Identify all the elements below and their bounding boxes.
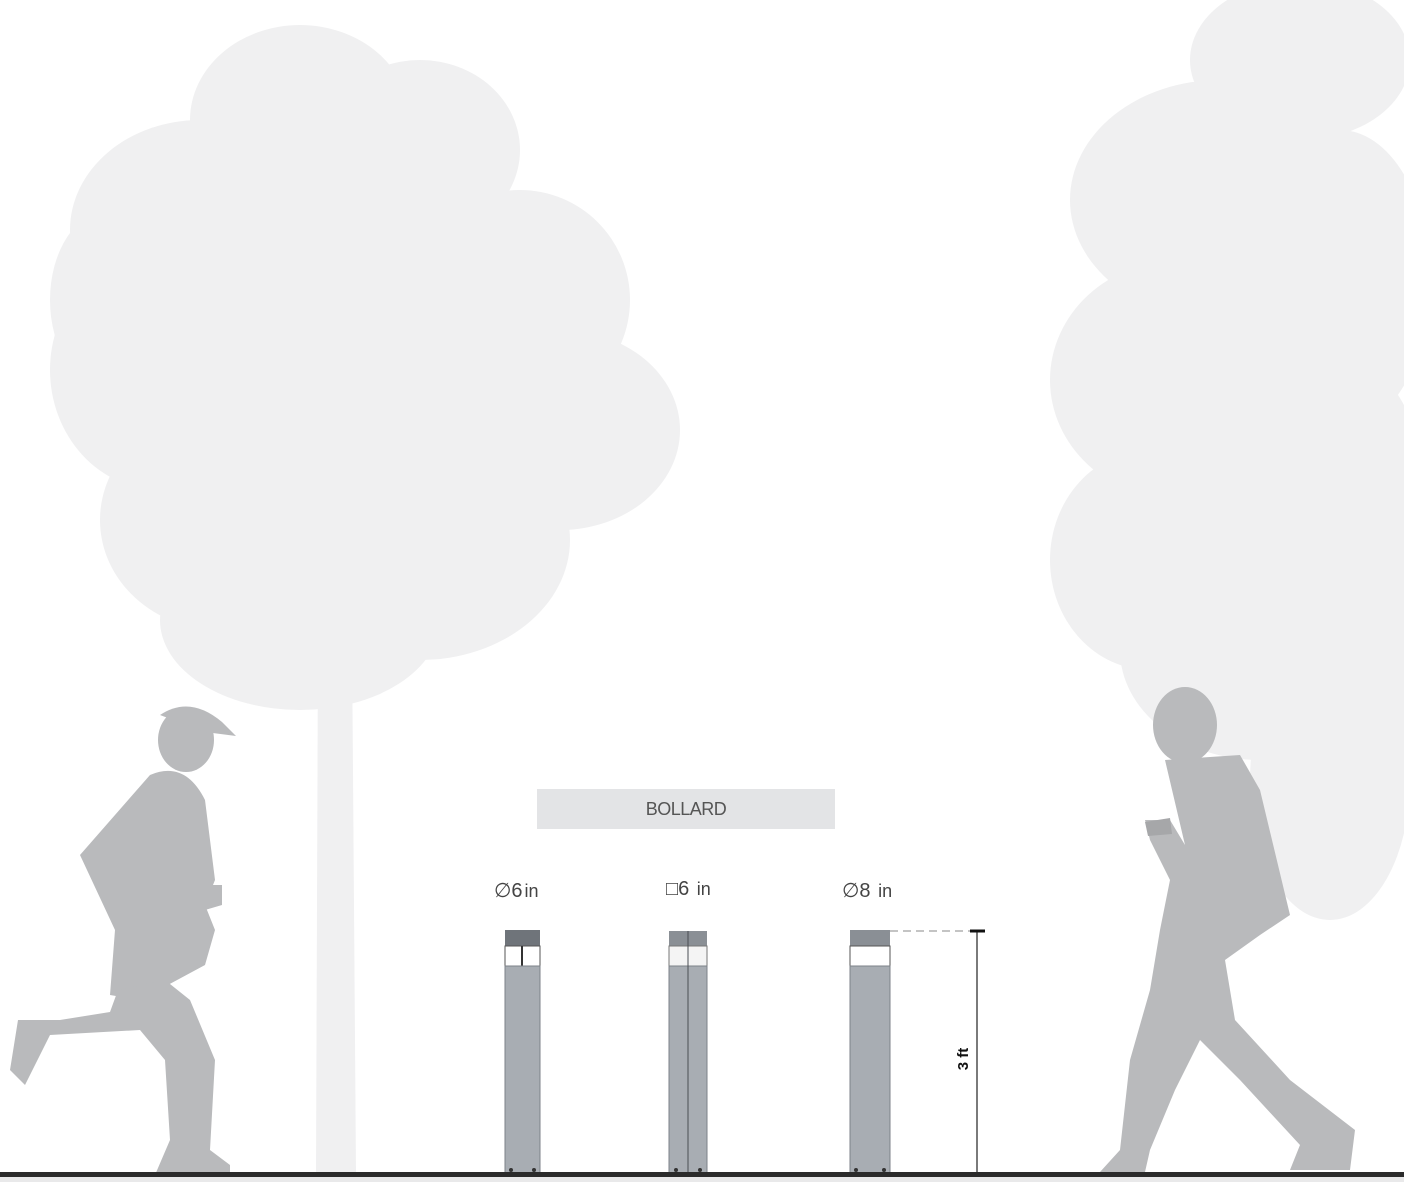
- pedestrian-silhouette: [1100, 687, 1355, 1172]
- bollard-1-size-label: ∅6 in: [494, 880, 539, 902]
- diameter-symbol: ∅: [494, 880, 512, 902]
- bollard-2-size-label: □6 in: [666, 878, 711, 900]
- diameter-symbol: ∅: [842, 880, 860, 902]
- bollard-1-body: [504, 965, 541, 1175]
- bollard-3-size-label: ∅8 in: [842, 880, 893, 902]
- bollard-3-body: [849, 965, 891, 1175]
- bollard-round-8in: [849, 930, 891, 1175]
- height-dimension-label: 3 ft: [954, 1047, 972, 1071]
- bollard-round-6in: [504, 930, 541, 1175]
- height-dimension-line: [890, 929, 985, 1174]
- square-symbol: □: [666, 878, 679, 900]
- tree-left-illustration: [50, 25, 680, 1175]
- ground-strip: [0, 1177, 1404, 1182]
- bollard-1-cap: [505, 930, 540, 946]
- ground-line: [0, 1172, 1404, 1177]
- tree-right-illustration: [1050, 0, 1404, 920]
- bollard-3-cap: [850, 930, 890, 946]
- runner-silhouette: [10, 706, 236, 1175]
- bollard-title: BOLLARD: [537, 789, 835, 829]
- bollard-square-6in: [668, 931, 708, 1175]
- bollard-3-lens: [849, 945, 891, 967]
